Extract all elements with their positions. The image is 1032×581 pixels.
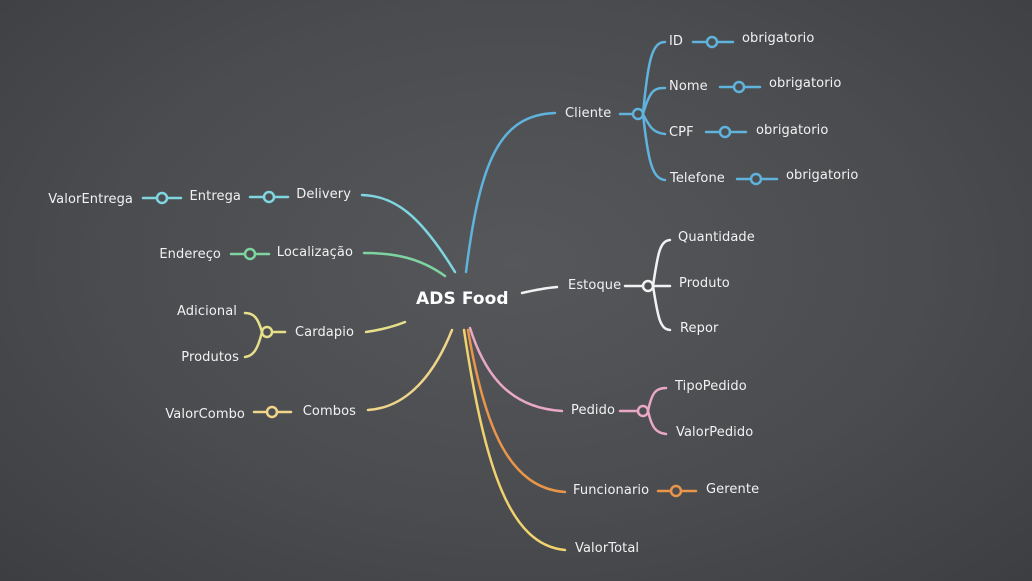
root-node[interactable]: ADS Food — [416, 289, 509, 309]
estoque-toggle-knob — [641, 279, 655, 293]
telefone-note-knob — [749, 172, 763, 186]
quantidade-node[interactable]: Quantidade — [678, 230, 755, 245]
pedido-to-valorpedido-line — [646, 409, 668, 436]
cliente-to-nome-line — [641, 86, 667, 116]
root-to-estoque-line — [520, 285, 559, 295]
nome-node[interactable]: Nome — [669, 79, 708, 94]
gerente-node[interactable]: Gerente — [706, 482, 760, 497]
delivery-node[interactable]: Delivery — [296, 187, 351, 202]
combos-connectors — [252, 328, 454, 419]
estoque-to-quantidade-line — [651, 238, 672, 288]
telefone-obrigatorio-label[interactable]: obrigatorio — [786, 168, 859, 183]
localizacao-connectors — [229, 247, 447, 278]
localizacao-toggle-knob — [243, 247, 257, 261]
root-to-localizacao-line — [362, 251, 447, 278]
estoque-connectors — [520, 238, 672, 332]
valorentrega-node[interactable]: ValorEntrega — [48, 192, 133, 207]
nome-note-knob — [732, 80, 746, 94]
entrega-toggle-knob — [155, 191, 169, 205]
estoque-to-repor-line — [651, 284, 672, 332]
nome-obrigatorio-label[interactable]: obrigatorio — [769, 76, 842, 91]
telefone-node[interactable]: Telefone — [670, 171, 725, 186]
root-to-combos-line — [366, 328, 454, 412]
valorpedido-node[interactable]: ValorPedido — [676, 425, 754, 440]
produto-node[interactable]: Produto — [679, 276, 730, 291]
cpf-node[interactable]: CPF — [669, 125, 694, 140]
funcionario-toggle-knob — [669, 484, 683, 498]
cardapio-node[interactable]: Cardapio — [295, 325, 354, 340]
pedido-toggle-knob — [636, 404, 650, 418]
valortotal-connectors — [462, 328, 567, 552]
cpf-obrigatorio-label[interactable]: obrigatorio — [756, 123, 829, 138]
root-to-funcionario-line — [466, 328, 567, 494]
cliente-to-telefone-line — [641, 112, 667, 182]
root-to-pedido-line — [468, 326, 564, 413]
id-obrigatorio-label[interactable]: obrigatorio — [742, 31, 815, 46]
cliente-toggle-knob — [631, 107, 645, 121]
cardapio-toggle-knob — [260, 325, 274, 339]
tipopedido-node[interactable]: TipoPedido — [675, 379, 747, 394]
cpf-note-knob — [718, 125, 732, 139]
root-to-cliente-line — [464, 111, 557, 274]
endereco-node[interactable]: Endereço — [159, 247, 221, 262]
combos-toggle-knob — [265, 405, 279, 419]
cliente-to-cpf-line — [641, 112, 667, 136]
valorcombo-node[interactable]: ValorCombo — [165, 407, 245, 422]
funcionario-node[interactable]: Funcionario — [573, 483, 650, 498]
cliente-connectors — [464, 35, 779, 274]
delivery-connectors — [141, 190, 457, 274]
cardapio-connectors — [243, 311, 407, 359]
funcionario-connectors — [466, 328, 698, 498]
entrega-node[interactable]: Entrega — [189, 189, 241, 204]
root-to-cardapio-line — [364, 320, 407, 334]
root-to-delivery-line — [360, 193, 457, 274]
cliente-node[interactable]: Cliente — [565, 106, 612, 121]
id-note-knob — [705, 35, 719, 49]
pedido-node[interactable]: Pedido — [571, 403, 616, 418]
localizacao-node[interactable]: Localização — [276, 245, 353, 260]
repor-node[interactable]: Repor — [680, 321, 719, 336]
estoque-node[interactable]: Estoque — [568, 278, 622, 293]
id-node[interactable]: ID — [669, 34, 684, 49]
cliente-to-id-line — [641, 40, 667, 116]
cardapio-to-adicional-line — [243, 311, 264, 334]
produtos-node[interactable]: Produtos — [181, 350, 239, 365]
cardapio-to-produtos-line — [243, 330, 264, 359]
pedido-to-tipopedido-line — [646, 386, 668, 413]
pedido-connectors — [468, 326, 668, 436]
valortotal-node[interactable]: ValorTotal — [575, 541, 640, 556]
delivery-toggle-knob — [262, 190, 276, 204]
root-to-valortotal-line — [462, 328, 567, 552]
combos-node[interactable]: Combos — [302, 404, 356, 419]
adicional-node[interactable]: Adicional — [177, 304, 237, 319]
